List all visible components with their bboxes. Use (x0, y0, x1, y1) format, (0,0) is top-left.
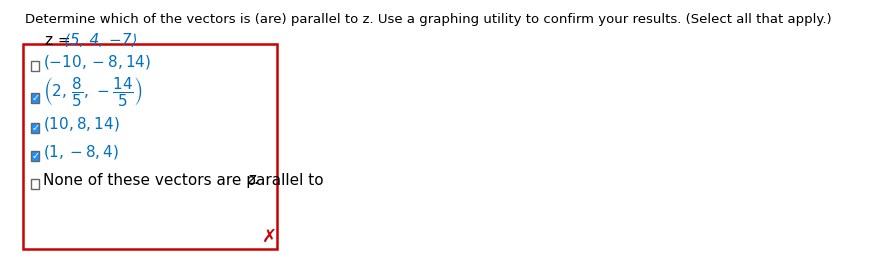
Text: ✗: ✗ (262, 228, 276, 246)
Text: ✓: ✓ (31, 151, 39, 161)
FancyBboxPatch shape (23, 44, 277, 249)
Text: ✓: ✓ (31, 93, 39, 103)
FancyBboxPatch shape (31, 93, 39, 103)
FancyBboxPatch shape (31, 151, 39, 161)
FancyBboxPatch shape (31, 123, 39, 133)
Text: Determine which of the vectors is (are) parallel to z. Use a graphing utility to: Determine which of the vectors is (are) … (24, 13, 832, 26)
Text: $(10, 8, 14)$: $(10, 8, 14)$ (43, 115, 120, 133)
Text: $(-10, -8, 14)$: $(-10, -8, 14)$ (43, 53, 151, 71)
Text: z: z (247, 173, 255, 188)
Text: z =: z = (45, 33, 76, 48)
FancyBboxPatch shape (31, 179, 39, 189)
Text: .: . (254, 173, 258, 188)
Text: ✓: ✓ (31, 123, 39, 133)
Text: $\left(2,\, \dfrac{8}{5},\, -\dfrac{14}{5}\right)$: $\left(2,\, \dfrac{8}{5},\, -\dfrac{14}{… (43, 75, 143, 108)
Text: ⟨5, 4, −7⟩: ⟨5, 4, −7⟩ (64, 33, 137, 48)
FancyBboxPatch shape (31, 61, 39, 71)
Text: None of these vectors are parallel to: None of these vectors are parallel to (43, 173, 329, 188)
Text: $(1, -8, 4)$: $(1, -8, 4)$ (43, 143, 119, 161)
